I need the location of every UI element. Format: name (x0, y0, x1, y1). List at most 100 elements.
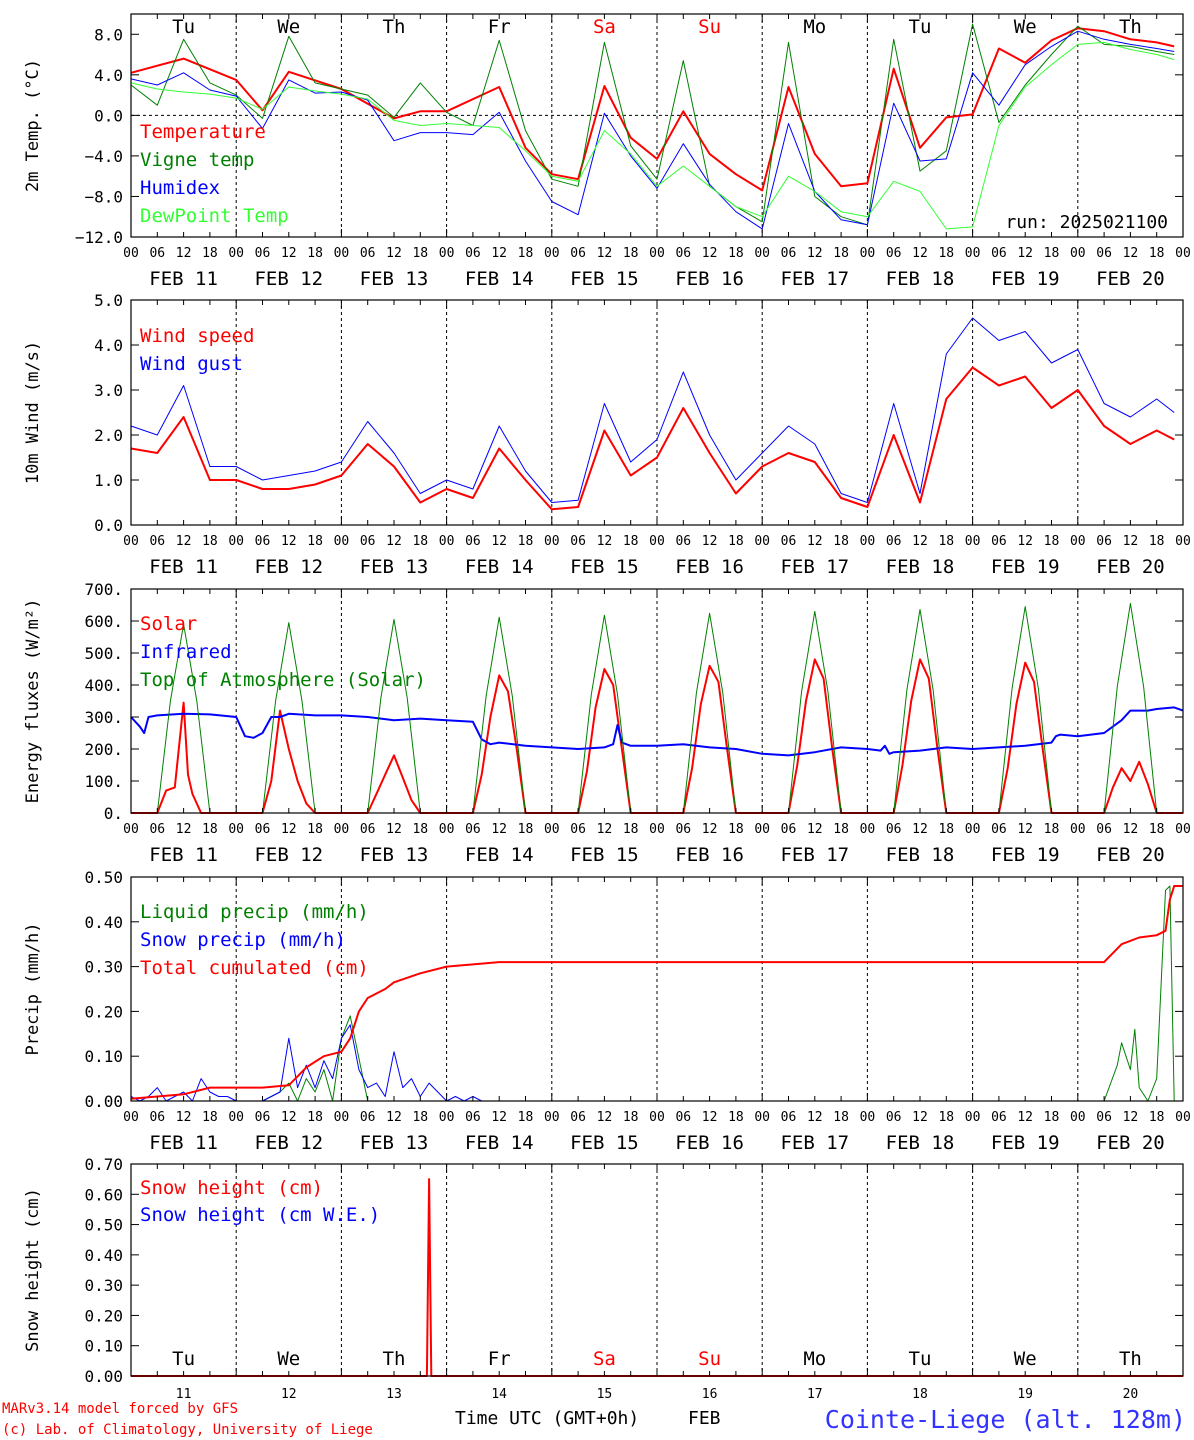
hour-tick-label: 00 (754, 1110, 770, 1125)
hour-tick-label: 18 (623, 246, 639, 261)
hour-tick-label: 18 (518, 1110, 534, 1125)
legend-entry: Wind speed (140, 325, 254, 347)
hour-tick-label: 00 (860, 246, 876, 261)
hour-tick-label: 18 (1044, 246, 1060, 261)
day-label: FEB 19 (991, 556, 1060, 578)
hour-tick-label: 00 (860, 1110, 876, 1125)
day-label: FEB 17 (780, 1132, 849, 1154)
day-label: FEB 15 (570, 844, 639, 866)
weekday-label: Th (1119, 16, 1142, 38)
hour-tick-label: 00 (544, 822, 560, 837)
day-label: FEB 16 (675, 268, 744, 290)
hour-tick-label: 12 (386, 246, 402, 261)
hour-tick-label: 12 (491, 1110, 507, 1125)
hour-tick-label: 12 (1017, 534, 1033, 549)
hour-tick-label: 18 (1149, 534, 1165, 549)
day-number: 12 (281, 1387, 297, 1402)
hour-tick-label: 18 (307, 822, 323, 837)
hour-tick-label: 06 (675, 246, 691, 261)
legend-entry: Snow height (cm) (140, 1177, 323, 1199)
day-label: FEB 14 (465, 556, 534, 578)
plot-frame (130, 13, 1184, 238)
hour-tick-label: 00 (334, 246, 350, 261)
day-number: 18 (912, 1387, 928, 1402)
hour-tick-label: 00 (754, 246, 770, 261)
weekday-label: Tu (172, 1348, 195, 1370)
hour-tick-label: 18 (202, 534, 218, 549)
hour-tick-label: 00 (123, 1110, 139, 1125)
hour-tick-label: 12 (386, 1110, 402, 1125)
y-tick-label: 0.10 (84, 1047, 123, 1066)
hour-tick-label: 12 (176, 822, 192, 837)
hour-tick-label: 18 (938, 1110, 954, 1125)
day-number: 13 (386, 1387, 402, 1402)
hour-tick-label: 00 (754, 534, 770, 549)
hour-tick-label: 06 (1096, 1110, 1112, 1125)
day-label: FEB 17 (780, 268, 849, 290)
hour-tick-label: 06 (781, 822, 797, 837)
y-tick-label: 400. (84, 676, 123, 695)
y-tick-label: 600. (84, 612, 123, 631)
weekday-label: Mo (803, 1348, 826, 1370)
hour-tick-label: 12 (1123, 822, 1139, 837)
hour-tick-label: 18 (202, 822, 218, 837)
y-tick-label: −8.0 (84, 187, 123, 206)
hour-tick-label: 00 (860, 822, 876, 837)
hour-tick-label: 00 (544, 246, 560, 261)
day-label: FEB 12 (254, 556, 323, 578)
hour-tick-label: 06 (886, 246, 902, 261)
day-label: FEB 20 (1096, 268, 1165, 290)
hour-tick-label: 00 (334, 1110, 350, 1125)
day-number: 14 (491, 1387, 507, 1402)
day-label: FEB 11 (149, 844, 218, 866)
hour-tick-label: 00 (965, 822, 981, 837)
day-label: FEB 12 (254, 844, 323, 866)
day-number: 11 (176, 1387, 192, 1402)
hour-tick-label: 18 (833, 534, 849, 549)
weekday-label: Mo (803, 16, 826, 38)
series-line (130, 706, 1184, 757)
day-number: 16 (702, 1387, 718, 1402)
hour-tick-label: 06 (1096, 822, 1112, 837)
hour-tick-label: 06 (781, 1110, 797, 1125)
y-tick-label: 4.0 (94, 336, 123, 355)
y-tick-label: 0. (104, 804, 123, 823)
hour-tick-label: 12 (1017, 246, 1033, 261)
legend-entry: DewPoint Temp (140, 205, 289, 227)
hour-tick-label: 00 (228, 246, 244, 261)
day-label: FEB 13 (360, 1132, 429, 1154)
hour-tick-label: 00 (123, 822, 139, 837)
series-line (130, 27, 1175, 192)
y-tick-label: 2.0 (94, 426, 123, 445)
y-tick-label: 0.40 (84, 913, 123, 932)
legend-entry: Top of Atmosphere (Solar) (140, 669, 426, 691)
day-label: FEB 13 (360, 844, 429, 866)
y-tick-label: 1.0 (94, 471, 123, 490)
y-tick-label: 0.30 (84, 958, 123, 977)
hour-tick-label: 00 (1175, 246, 1191, 261)
hour-tick-label: 06 (360, 534, 376, 549)
hour-tick-label: 12 (597, 534, 613, 549)
series-line (130, 366, 1175, 511)
hour-tick-label: 00 (860, 534, 876, 549)
day-label: FEB 14 (465, 844, 534, 866)
hour-tick-label: 12 (281, 1110, 297, 1125)
hour-tick-label: 12 (491, 246, 507, 261)
panel-3: 0. 100. 200. 300. 400. 500. 600. 700. Energy flu… (23, 580, 1191, 866)
hour-tick-label: 12 (912, 822, 928, 837)
y-tick-label: 8.0 (94, 25, 123, 44)
month-label: FEB (688, 1408, 721, 1429)
hour-tick-label: 18 (938, 534, 954, 549)
hour-tick-label: 06 (255, 822, 271, 837)
hour-tick-label: 06 (360, 1110, 376, 1125)
hour-tick-label: 18 (412, 534, 428, 549)
hour-tick-label: 00 (228, 1110, 244, 1125)
day-label: FEB 19 (991, 844, 1060, 866)
footer-model: MARv3.14 model forced by GFS (2, 1401, 238, 1417)
hour-tick-label: 06 (1096, 534, 1112, 549)
hour-tick-label: 18 (1044, 534, 1060, 549)
hour-tick-label: 18 (412, 246, 428, 261)
day-label: FEB 12 (254, 268, 323, 290)
hour-tick-label: 00 (1070, 246, 1086, 261)
hour-tick-label: 06 (886, 534, 902, 549)
